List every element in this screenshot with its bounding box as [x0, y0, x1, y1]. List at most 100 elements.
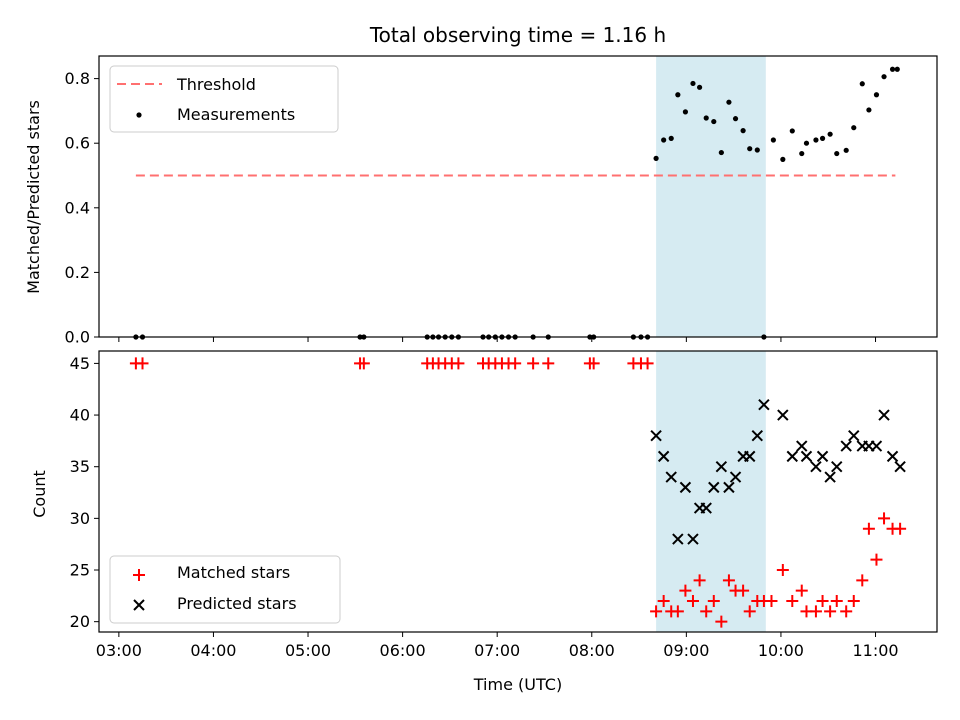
predicted-stars-point: [831, 460, 843, 473]
measurements-point: [866, 107, 872, 113]
bottom-legend-box: [109, 555, 341, 624]
matched-stars-point: [650, 605, 663, 618]
matched-stars-legend-swatch: [133, 569, 145, 581]
bottom-plot-frame: [98, 350, 938, 633]
predicted-stars-point: [894, 460, 906, 473]
measurements-point: [703, 115, 709, 121]
matched-stars-point: [136, 357, 149, 370]
top-y-tick-label: 0.8: [65, 69, 90, 88]
measurements-point: [789, 128, 795, 134]
measurements-point: [653, 155, 659, 161]
measurements-point: [732, 116, 739, 122]
measurements-legend-label: Measurements: [177, 105, 295, 124]
predicted-stars-point: [687, 533, 699, 545]
matched-stars-point: [862, 522, 875, 535]
measurements-point: [889, 66, 896, 72]
bottom-y-axis-label: Count: [30, 470, 49, 518]
top-y-axis-label: Matched/Predicted stars: [24, 100, 43, 294]
top-y-tick-label: 0.4: [65, 198, 90, 217]
predicted-stars-legend-swatch: [133, 599, 145, 611]
predicted-stars-point: [870, 440, 883, 452]
measurements-point: [675, 92, 681, 98]
matched-stars-point: [809, 605, 822, 618]
predicted-stars-point: [777, 409, 789, 421]
predicted-stars-point: [810, 460, 822, 473]
predicted-stars-point: [800, 450, 813, 463]
bottom-y-tick-label: 45: [70, 354, 90, 373]
measurements-point: [819, 135, 826, 141]
bottom-y-ticks: 20 25 30 35 40 45: [70, 354, 99, 631]
top-plot-frame: [98, 55, 938, 338]
predicted-stars-point: [700, 502, 712, 514]
measurements-legend-swatch: [136, 112, 142, 118]
top-legend: Threshold Measurements: [109, 65, 339, 133]
measurements-point: [740, 128, 746, 134]
predicted-stars-point: [751, 430, 764, 442]
matched-stars-point: [686, 595, 699, 608]
measurements-point: [803, 140, 810, 146]
measurements-point: [690, 80, 696, 87]
matched-stars-point: [737, 584, 750, 597]
measurements-point: [813, 137, 819, 143]
measurements-point: [799, 150, 805, 157]
matched-stars-point: [795, 584, 808, 597]
predicted-stars-point: [816, 450, 829, 463]
bottom-x-tick-label: 10:00: [758, 641, 804, 660]
measurements-point: [682, 109, 689, 115]
predicted-stars-point: [679, 481, 692, 494]
bottom-x-tick-label: 04:00: [190, 641, 236, 660]
measurements-point: [827, 131, 833, 137]
bottom-x-tick-label: 06:00: [380, 641, 426, 660]
measurements-point: [881, 74, 887, 80]
predicted-stars-point: [729, 471, 742, 483]
bottom-x-tick-label: 07:00: [474, 641, 520, 660]
matched-stars-point: [894, 522, 907, 535]
matched-stars-legend-label: Matched stars: [177, 563, 290, 582]
bottom-panel: Count Time (UTC) 20 25 30 35 40 45 03:00 04:00…: [30, 350, 938, 694]
chart-title: Total observing time = 1.16 h: [369, 23, 666, 47]
matched-stars-point: [878, 512, 891, 525]
matched-stars-point: [707, 595, 720, 608]
matched-stars-point: [671, 605, 684, 618]
predicted-stars-point: [758, 399, 770, 411]
measurements-point: [696, 84, 703, 90]
measurements-point: [661, 137, 667, 143]
bottom-y-tick-label: 35: [70, 457, 90, 476]
bottom-x-tick-label: 08:00: [569, 641, 615, 660]
bottom-plot-marks: [129, 357, 907, 628]
matched-stars-point: [847, 595, 860, 608]
top-y-tick-label: 0.6: [65, 134, 90, 153]
predicted-stars-point: [715, 460, 728, 473]
measurements-point: [843, 147, 849, 153]
predicted-stars-point: [657, 450, 670, 463]
measurements-point: [894, 66, 900, 72]
predicted-stars-point: [824, 471, 836, 483]
measurements-point: [718, 149, 724, 156]
predicted-stars-point: [665, 471, 677, 483]
measurements-point: [711, 118, 717, 125]
predicted-stars-point: [840, 440, 852, 452]
predicted-stars-point: [650, 430, 662, 442]
predicted-stars-point: [744, 450, 756, 463]
bottom-y-tick-label: 20: [70, 612, 90, 631]
matched-stars-point: [509, 357, 522, 370]
matched-stars-point: [700, 605, 713, 618]
matched-stars-point: [715, 615, 728, 628]
matched-stars-point: [357, 357, 370, 370]
predicted-stars-point: [848, 430, 860, 442]
matched-stars-point: [722, 574, 735, 587]
bottom-x-tick-label: 11:00: [852, 641, 898, 660]
top-panel: Total observing time = 1.16 h Matched/Pr…: [24, 23, 938, 347]
matched-stars-point: [765, 595, 778, 608]
measurements-point: [873, 92, 880, 98]
matched-stars-point: [743, 605, 756, 618]
matched-stars-point: [679, 584, 692, 597]
matched-stars-point: [657, 595, 670, 608]
top-shaded-interval: [656, 56, 766, 337]
measurements-point: [859, 81, 865, 87]
measurements-point: [726, 99, 732, 105]
matched-stars-point: [527, 357, 540, 370]
matched-stars-point: [786, 595, 799, 608]
predicted-stars-legend-label: Predicted stars: [177, 594, 297, 613]
matched-stars-point: [856, 574, 869, 587]
